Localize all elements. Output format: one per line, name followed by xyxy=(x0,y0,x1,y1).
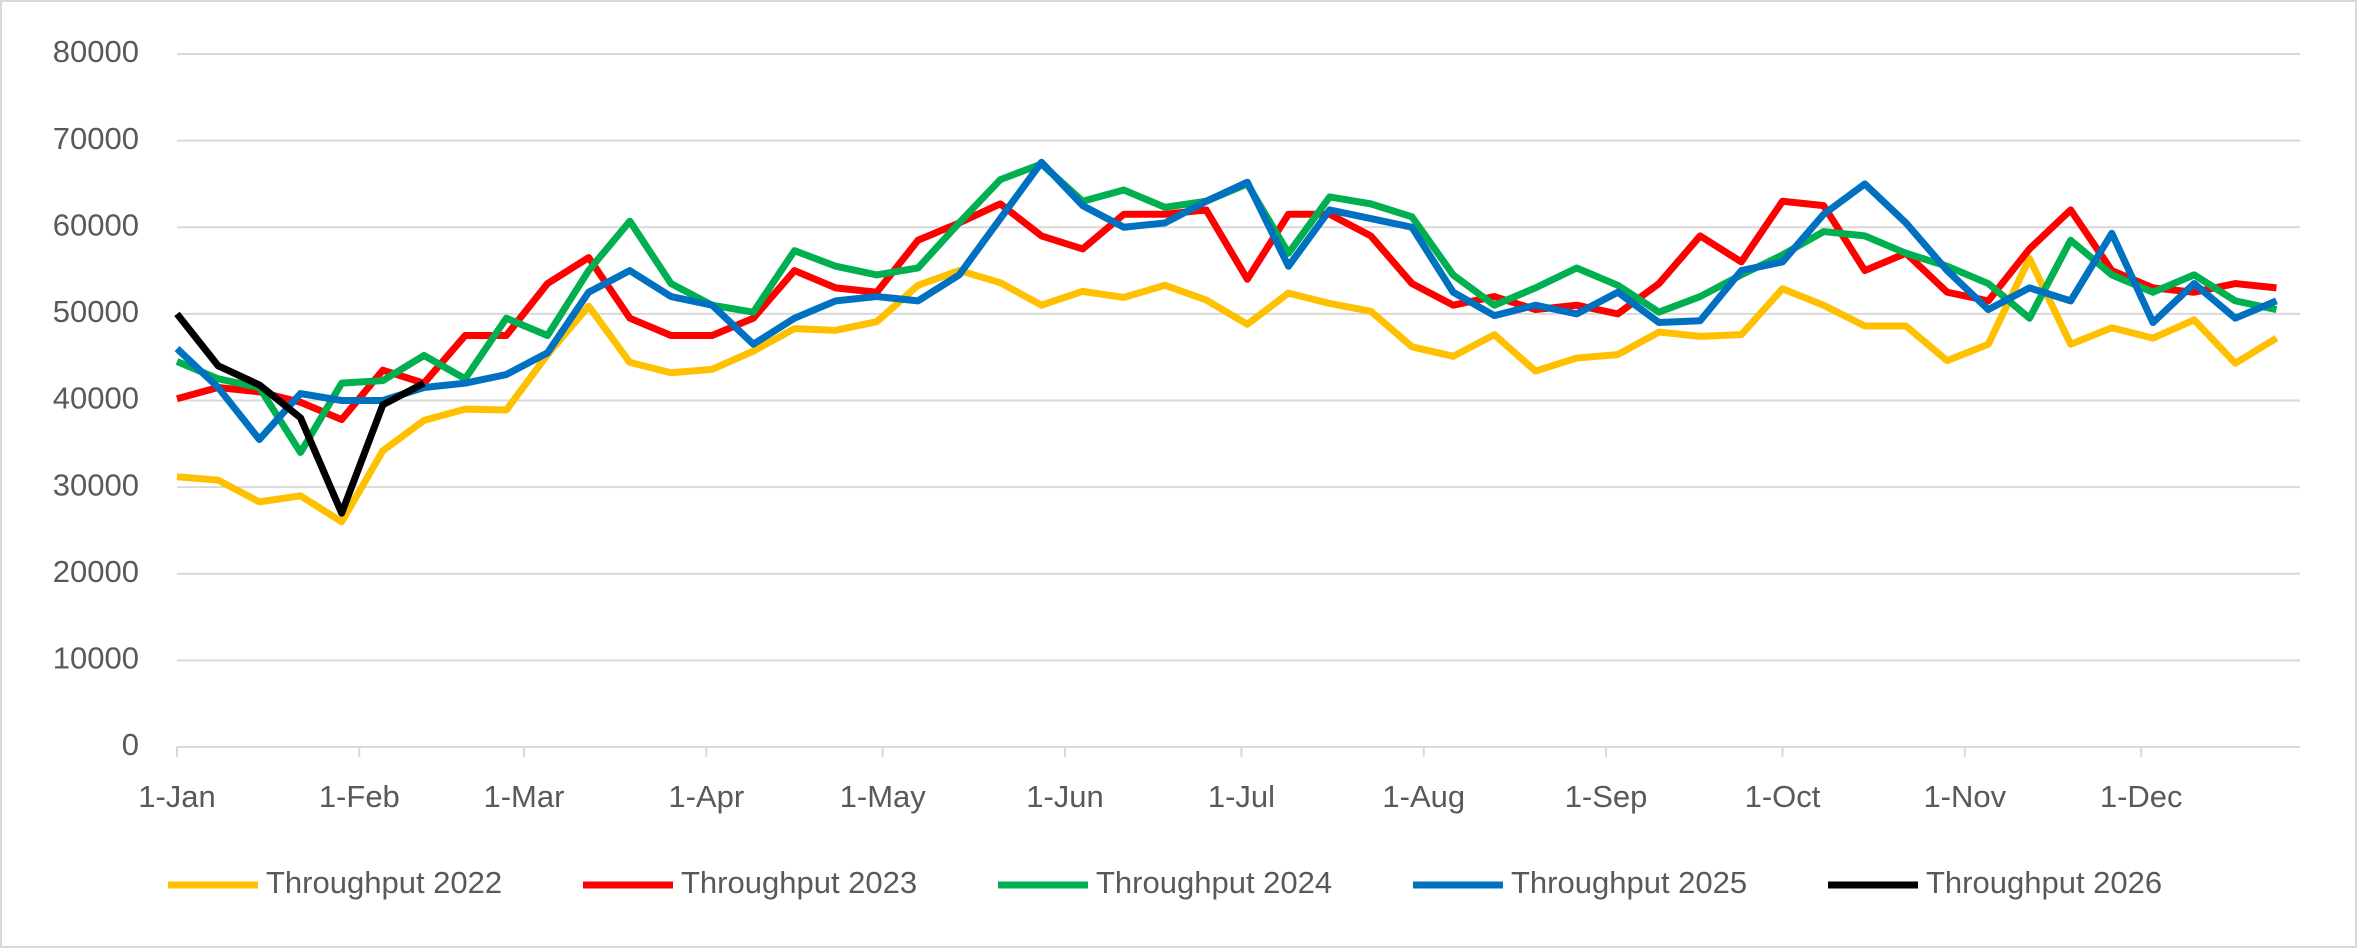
series-line xyxy=(174,158,2278,443)
legend-label: Throughput 2025 xyxy=(1511,865,1747,900)
series-line xyxy=(176,254,2279,526)
y-tick-label: 20000 xyxy=(53,554,139,589)
legend-label: Throughput 2022 xyxy=(266,865,502,900)
legend-label: Throughput 2026 xyxy=(1926,865,2162,900)
legend-label: Throughput 2024 xyxy=(1096,865,1332,900)
x-tick-label: 1-Apr xyxy=(668,779,744,814)
series-line xyxy=(174,311,426,517)
x-tick-label: 1-Jul xyxy=(1208,779,1275,814)
series-line xyxy=(176,197,2277,424)
x-tick-label: 1-Jun xyxy=(1026,779,1104,814)
x-tick-label: 1-Nov xyxy=(1923,779,2006,814)
y-tick-label: 40000 xyxy=(53,381,139,416)
x-tick-label: 1-Feb xyxy=(319,779,400,814)
x-tick-label: 1-Sep xyxy=(1565,779,1648,814)
y-tick-label: 30000 xyxy=(53,467,139,502)
x-tick-label: 1-Jan xyxy=(138,779,216,814)
y-tick-label: 80000 xyxy=(53,34,139,69)
x-tick-label: 1-May xyxy=(840,779,927,814)
y-tick-label: 60000 xyxy=(53,207,139,242)
x-tick-label: 1-Oct xyxy=(1745,779,1821,814)
y-tick-label: 10000 xyxy=(53,641,139,676)
x-tick-label: 1-Aug xyxy=(1382,779,1465,814)
x-tick-label: 1-Mar xyxy=(483,779,564,814)
y-tick-label: 0 xyxy=(122,727,139,762)
y-tick-label: 70000 xyxy=(53,121,139,156)
legend-label: Throughput 2023 xyxy=(681,865,917,900)
x-tick-label: 1-Dec xyxy=(2100,779,2183,814)
y-tick-label: 50000 xyxy=(53,294,139,329)
